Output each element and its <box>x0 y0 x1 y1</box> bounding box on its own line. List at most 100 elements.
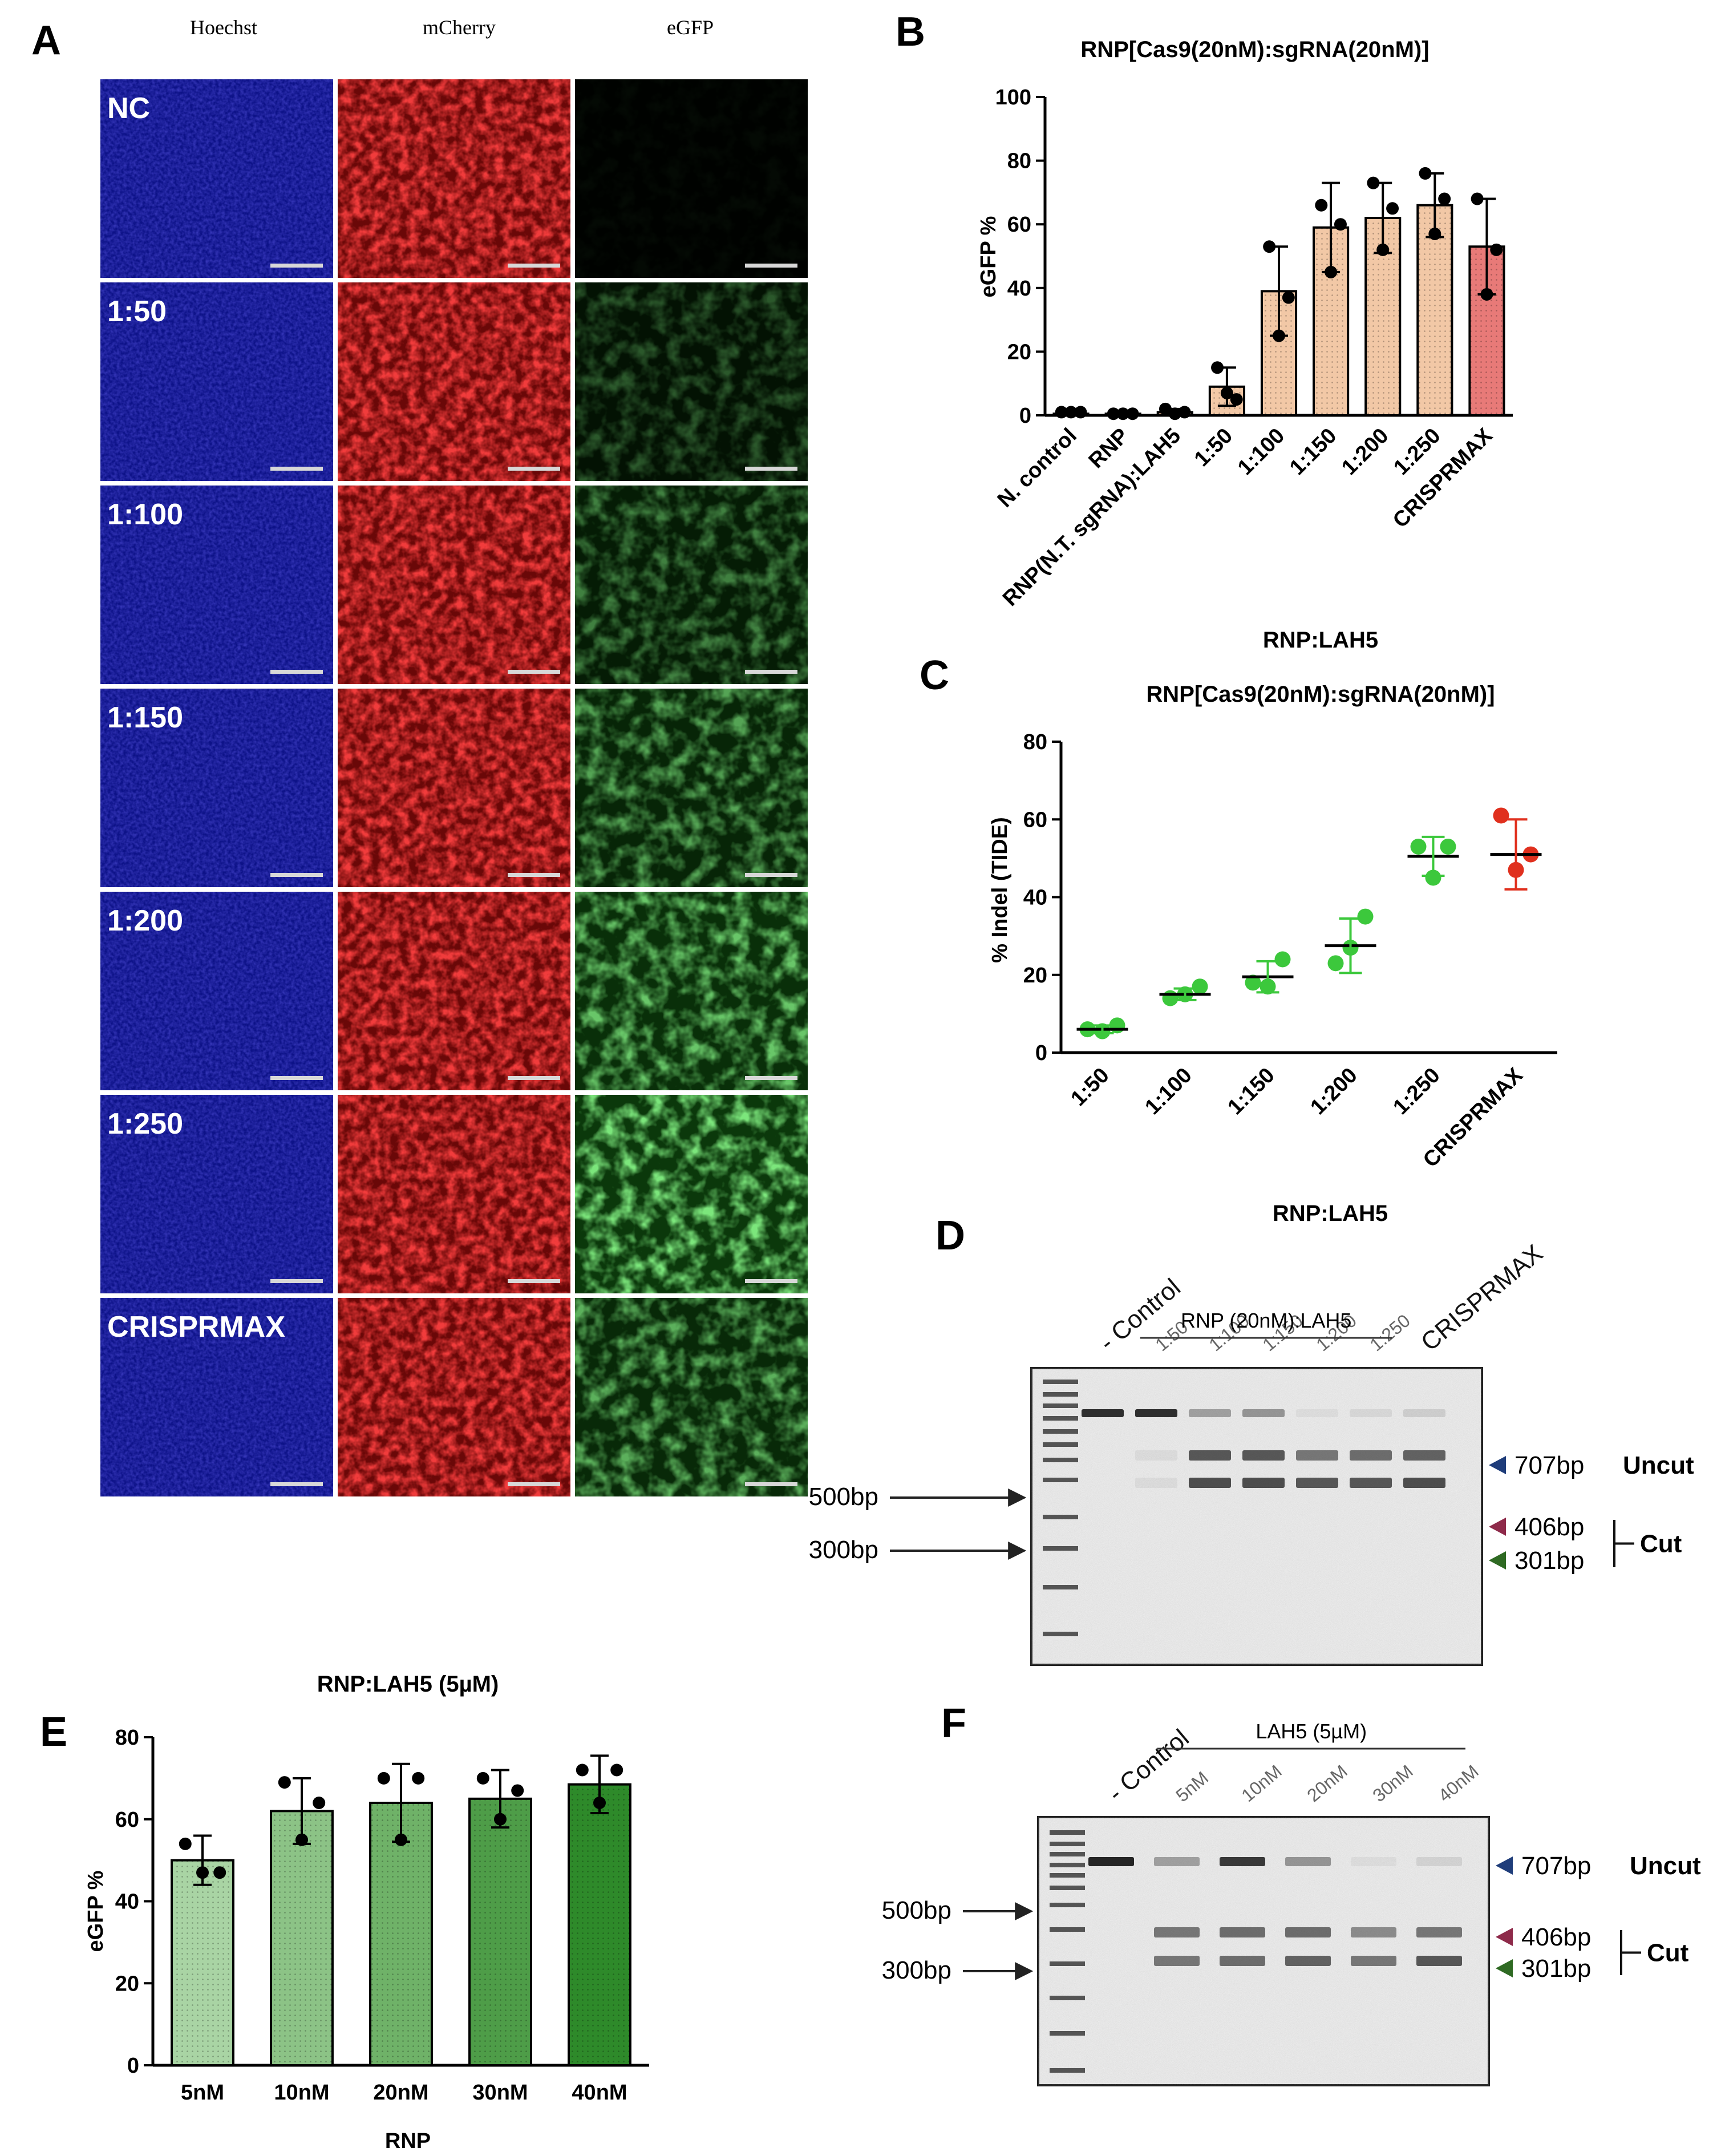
data-point <box>1327 955 1344 972</box>
data-point <box>1493 807 1509 824</box>
egfp-texture <box>575 282 808 481</box>
x-tick-label: 1:50 <box>1190 424 1237 471</box>
ladder-band <box>1050 1927 1085 1932</box>
scale-bar <box>508 1279 560 1283</box>
ladder-band <box>1043 1585 1078 1589</box>
data-point <box>377 1771 390 1785</box>
micrograph-mcherry-1:100 <box>338 486 570 684</box>
data-point <box>1159 402 1172 415</box>
scale-bar <box>508 670 560 674</box>
bar-texture <box>469 1798 531 2065</box>
band-marker-arrow <box>1496 1856 1513 1875</box>
micrograph-grid: NC 1:50 1:100 1:150 1:200 1:250 CRISPRMAX <box>100 79 808 1496</box>
gel-band <box>1416 1927 1462 1937</box>
data-point <box>295 1833 308 1846</box>
column-header-mcherry: mCherry <box>423 16 496 39</box>
hoechst-texture <box>100 1298 333 1496</box>
gel-band <box>1242 1450 1285 1461</box>
data-point <box>476 1771 489 1785</box>
data-point <box>1107 407 1120 420</box>
panel-b-letter: B <box>896 9 925 55</box>
gel-band <box>1135 1409 1177 1417</box>
hoechst-texture <box>100 79 333 278</box>
data-point <box>1116 407 1129 420</box>
micrograph-egfp-1:150 <box>575 689 808 887</box>
scale-bar <box>745 264 797 268</box>
row-label: 1:50 <box>107 295 167 328</box>
uncut-label: Uncut <box>1630 1852 1701 1880</box>
data-point <box>412 1771 425 1785</box>
micrograph-hoechst-1:250 <box>100 1095 333 1293</box>
panel-d-letter: D <box>936 1213 965 1259</box>
scale-bar <box>270 264 323 268</box>
gel-band <box>1350 1409 1392 1417</box>
data-point <box>610 1763 623 1777</box>
y-tick-label: 60 <box>1007 213 1031 237</box>
scale-bar <box>508 467 560 471</box>
panel-a-letter: A <box>31 18 61 63</box>
micrograph-mcherry-1:250 <box>338 1095 570 1293</box>
gel-band <box>1189 1478 1231 1488</box>
lane-group-label: LAH5 (5µM) <box>1256 1720 1367 1743</box>
y-tick-label: 80 <box>1007 149 1031 173</box>
gel-band <box>1403 1450 1445 1461</box>
egfp-texture <box>575 1298 808 1496</box>
data-point <box>576 1763 589 1777</box>
ladder-band <box>1050 1842 1085 1846</box>
gel-band <box>1416 1956 1462 1966</box>
ladder-band <box>1043 1478 1078 1482</box>
micrograph-mcherry-1:150 <box>338 689 570 887</box>
row-label: NC <box>107 92 150 125</box>
data-point <box>1325 265 1338 278</box>
lane-group-label: RNP (20nM):LAH5 <box>1181 1309 1351 1332</box>
gel-band <box>1220 1956 1265 1966</box>
panel-f-letter: F <box>941 1701 966 1746</box>
ladder-size-label: 300bp <box>809 1536 878 1564</box>
micrograph-hoechst-1:100 <box>100 486 333 684</box>
data-point <box>1273 329 1285 342</box>
bar-texture <box>271 1811 333 2065</box>
mcherry-texture <box>338 689 570 887</box>
ladder-band <box>1043 1380 1078 1384</box>
ladder-band <box>1050 2031 1085 2036</box>
row-label: 1:100 <box>107 498 183 531</box>
band-marker-arrow <box>1496 1959 1513 1977</box>
hoechst-texture <box>100 1095 333 1293</box>
row-label: CRISPRMAX <box>107 1310 285 1344</box>
data-point <box>1263 240 1276 253</box>
egfp-texture <box>575 1095 808 1293</box>
ladder-band <box>1050 1873 1085 1878</box>
panel-e-xlabel: RNP <box>385 2129 431 2153</box>
panel-b-chart: B RNP[Cas9(20nM):sgRNA(20nM)] eGFP % 0 20… <box>896 9 1513 611</box>
y-tick-label: 40 <box>115 1890 139 1914</box>
row-label: 1:250 <box>107 1107 183 1140</box>
lane-label: CRISPRMAX <box>1416 1239 1548 1357</box>
scale-bar <box>508 873 560 877</box>
hoechst-texture <box>100 282 333 481</box>
data-point <box>196 1866 209 1879</box>
gel-band <box>1351 1927 1396 1937</box>
y-tick-label: 80 <box>1023 730 1047 754</box>
micrograph-egfp-crisprmax <box>575 1298 808 1496</box>
row-label: 1:150 <box>107 701 183 734</box>
gel-band <box>1350 1450 1392 1461</box>
ladder-band <box>1043 1442 1078 1447</box>
data-point <box>313 1797 326 1809</box>
ladder-band <box>1050 2068 1085 2073</box>
scale-bar <box>270 467 323 471</box>
panel-a-microscopy: A Hoechst mCherry eGFP NC 1:50 1:100 1:150 1… <box>31 16 814 1500</box>
y-tick-label: 60 <box>1023 808 1047 832</box>
ladder-band <box>1050 1961 1085 1966</box>
data-point <box>1471 192 1484 205</box>
data-point <box>1315 199 1328 212</box>
micrograph-hoechst-nc <box>100 79 333 278</box>
data-point <box>395 1833 407 1846</box>
mcherry-texture <box>338 79 570 278</box>
gel-band <box>1154 1857 1200 1866</box>
hoechst-texture <box>100 486 333 684</box>
panel-c-ylabel: % Indel (TIDE) <box>988 817 1012 962</box>
